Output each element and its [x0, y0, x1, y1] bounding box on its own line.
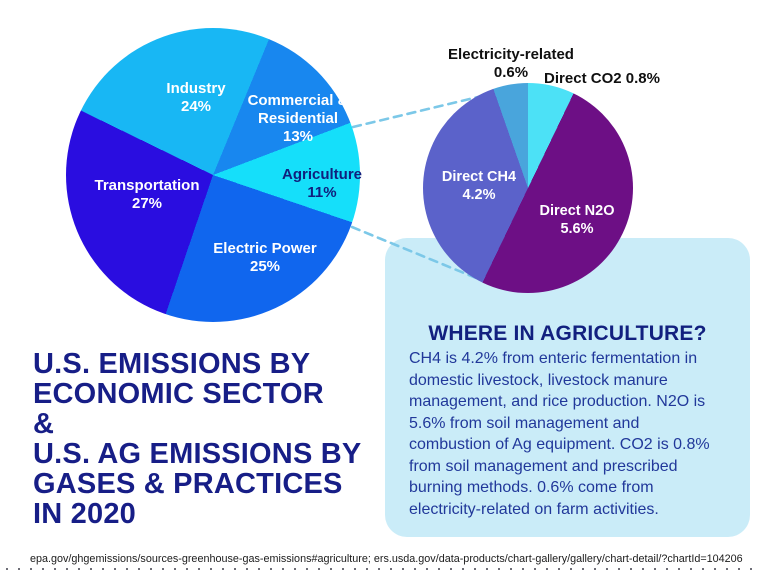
- slice-label-electric-power: Electric Power 25%: [213, 240, 317, 275]
- agriculture-info-box: WHERE IN AGRICULTURE? CH4 is 4.2% from e…: [385, 238, 750, 537]
- page-title: U.S. EMISSIONS BY ECONOMIC SECTOR & U.S.…: [33, 348, 362, 530]
- slice-label-industry: Industry 24%: [166, 80, 226, 115]
- ag-gases-pie-chart: [423, 83, 633, 293]
- slice-label-direct-co2: Direct CO2 0.8%: [544, 70, 660, 87]
- slice-label-agriculture: Agriculture 11%: [281, 166, 363, 201]
- slice-label-transportation: Transportation 27%: [94, 177, 200, 212]
- bottom-dotted-divider: [6, 568, 762, 570]
- slice-label-direct-n2o: Direct N2O 5.6%: [539, 203, 615, 237]
- info-box-heading: WHERE IN AGRICULTURE?: [428, 322, 707, 345]
- slice-label-electricity-related: Electricity-related 0.6%: [448, 46, 574, 81]
- info-box-body: CH4 is 4.2% from enteric fermentation in…: [409, 350, 710, 518]
- slice-label-commercial-residential: Commercial & Residential 13%: [247, 92, 349, 145]
- sector-pie-chart: [66, 28, 360, 322]
- source-citation: epa.gov/ghgemissions/sources-greenhouse-…: [30, 553, 743, 565]
- slice-label-direct-ch4: Direct CH4 4.2%: [441, 169, 517, 203]
